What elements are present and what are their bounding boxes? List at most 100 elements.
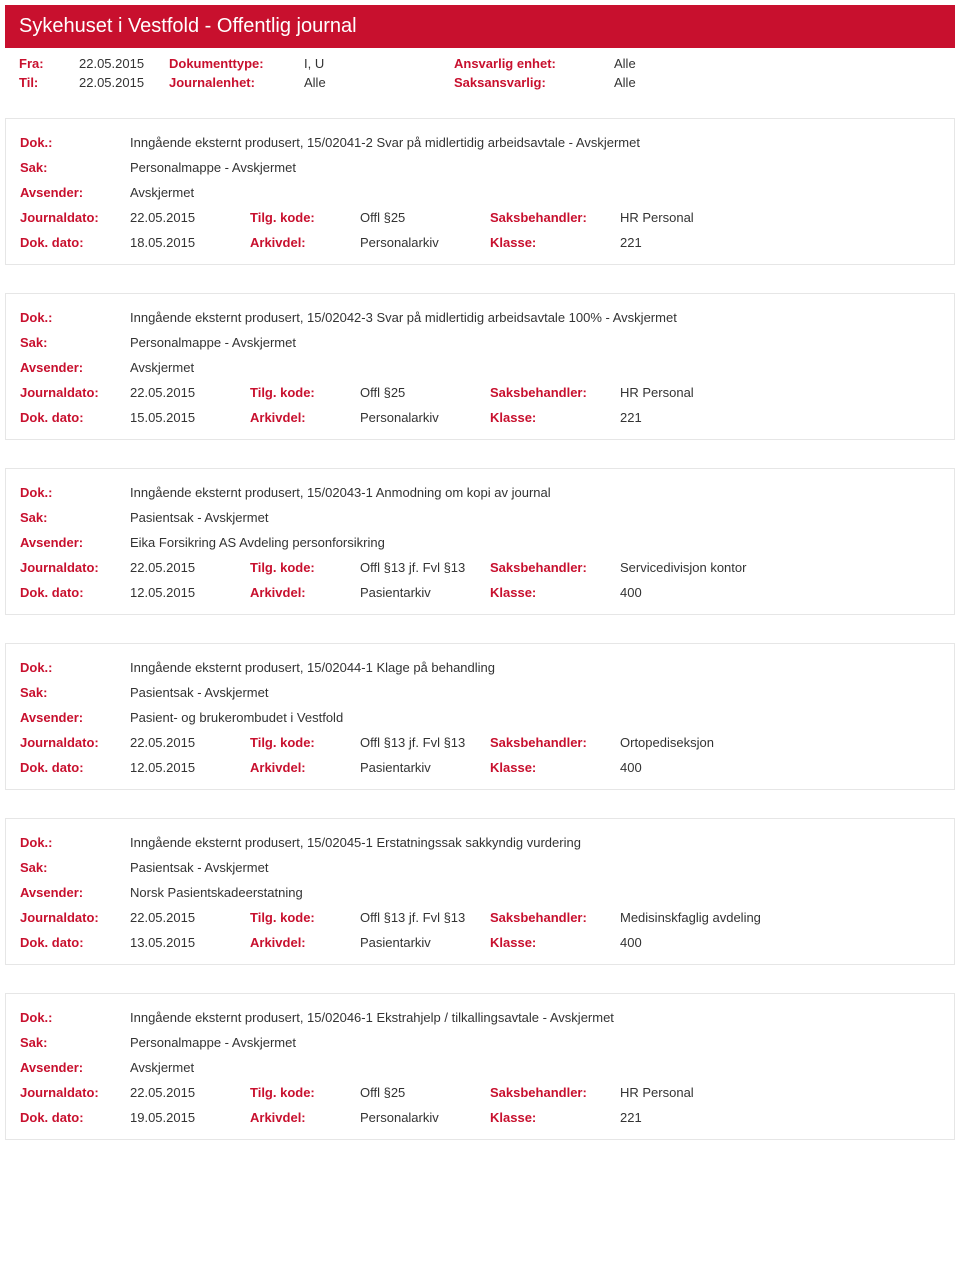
avsender-row: Avsender:Eika Forsikring AS Avdeling per… — [20, 535, 940, 550]
fra-value: 22.05.2015 — [79, 56, 169, 71]
tilgkode-value: Offl §25 — [360, 210, 490, 225]
avsender-value: Avskjermet — [130, 1060, 194, 1075]
klasse-value: 221 — [620, 235, 940, 250]
avsender-value: Avskjermet — [130, 185, 194, 200]
sak-value: Personalmappe - Avskjermet — [130, 1035, 296, 1050]
entries-container: Dok.:Inngående eksternt produsert, 15/02… — [0, 118, 960, 1140]
saksbehandler-label: Saksbehandler: — [490, 735, 620, 750]
arkivdel-value: Pasientarkiv — [360, 585, 490, 600]
meta-row-2: Til: 22.05.2015 Journalenhet: Alle Saksa… — [19, 75, 941, 90]
sak-row: Sak:Pasientsak - Avskjermet — [20, 510, 940, 525]
saksbehandler-value: Servicedivisjon kontor — [620, 560, 940, 575]
klasse-label: Klasse: — [490, 410, 620, 425]
journaldato-value: 22.05.2015 — [130, 910, 250, 925]
dok-row: Dok.:Inngående eksternt produsert, 15/02… — [20, 660, 940, 675]
dok-value: Inngående eksternt produsert, 15/02043-1… — [130, 485, 551, 500]
sak-label: Sak: — [20, 510, 130, 525]
saksbehandler-label: Saksbehandler: — [490, 1085, 620, 1100]
entry-bottom-row-1: Journaldato:22.05.2015Tilg. kode:Offl §1… — [20, 560, 940, 575]
arkivdel-value: Pasientarkiv — [360, 935, 490, 950]
dok-value: Inngående eksternt produsert, 15/02044-1… — [130, 660, 495, 675]
saksbehandler-value: HR Personal — [620, 1085, 940, 1100]
tilgkode-label: Tilg. kode: — [250, 910, 360, 925]
sak-label: Sak: — [20, 1035, 130, 1050]
tilgkode-label: Tilg. kode: — [250, 385, 360, 400]
dokdato-label: Dok. dato: — [20, 935, 130, 950]
avsender-row: Avsender:Avskjermet — [20, 185, 940, 200]
tilgkode-label: Tilg. kode: — [250, 1085, 360, 1100]
journaldato-value: 22.05.2015 — [130, 735, 250, 750]
entry-bottom-row-1: Journaldato:22.05.2015Tilg. kode:Offl §2… — [20, 385, 940, 400]
entry-bottom-row-2: Dok. dato:12.05.2015Arkivdel:Pasientarki… — [20, 585, 940, 600]
entry-bottom-row-2: Dok. dato:19.05.2015Arkivdel:Personalark… — [20, 1110, 940, 1125]
dok-label: Dok.: — [20, 835, 130, 850]
sak-value: Personalmappe - Avskjermet — [130, 335, 296, 350]
avsender-value: Eika Forsikring AS Avdeling personforsik… — [130, 535, 385, 550]
sak-label: Sak: — [20, 160, 130, 175]
sak-row: Sak:Pasientsak - Avskjermet — [20, 685, 940, 700]
dokdato-value: 15.05.2015 — [130, 410, 250, 425]
dok-label: Dok.: — [20, 1010, 130, 1025]
avsender-label: Avsender: — [20, 360, 130, 375]
arkivdel-label: Arkivdel: — [250, 935, 360, 950]
arkivdel-value: Personalarkiv — [360, 235, 490, 250]
sak-value: Pasientsak - Avskjermet — [130, 685, 268, 700]
journaldato-label: Journaldato: — [20, 1085, 130, 1100]
journal-entry: Dok.:Inngående eksternt produsert, 15/02… — [5, 643, 955, 790]
dok-row: Dok.:Inngående eksternt produsert, 15/02… — [20, 310, 940, 325]
journalenhet-label: Journalenhet: — [169, 75, 304, 90]
dok-label: Dok.: — [20, 660, 130, 675]
arkivdel-value: Personalarkiv — [360, 1110, 490, 1125]
journaldato-label: Journaldato: — [20, 385, 130, 400]
saksbehandler-label: Saksbehandler: — [490, 910, 620, 925]
tilgkode-value: Offl §13 jf. Fvl §13 — [360, 735, 490, 750]
dokdato-label: Dok. dato: — [20, 1110, 130, 1125]
avsender-label: Avsender: — [20, 185, 130, 200]
arkivdel-value: Personalarkiv — [360, 410, 490, 425]
avsender-value: Norsk Pasientskadeerstatning — [130, 885, 303, 900]
dokdato-value: 18.05.2015 — [130, 235, 250, 250]
sak-value: Pasientsak - Avskjermet — [130, 860, 268, 875]
sak-row: Sak:Personalmappe - Avskjermet — [20, 1035, 940, 1050]
avsender-label: Avsender: — [20, 1060, 130, 1075]
journal-entry: Dok.:Inngående eksternt produsert, 15/02… — [5, 993, 955, 1140]
journaldato-value: 22.05.2015 — [130, 560, 250, 575]
avsender-value: Pasient- og brukerombudet i Vestfold — [130, 710, 343, 725]
journal-entry: Dok.:Inngående eksternt produsert, 15/02… — [5, 468, 955, 615]
journaldato-label: Journaldato: — [20, 560, 130, 575]
dokdato-value: 12.05.2015 — [130, 585, 250, 600]
klasse-value: 400 — [620, 585, 940, 600]
dok-row: Dok.:Inngående eksternt produsert, 15/02… — [20, 1010, 940, 1025]
avsender-row: Avsender:Pasient- og brukerombudet i Ves… — [20, 710, 940, 725]
dokdato-value: 19.05.2015 — [130, 1110, 250, 1125]
saksbehandler-value: Ortopediseksjon — [620, 735, 940, 750]
journal-entry: Dok.:Inngående eksternt produsert, 15/02… — [5, 293, 955, 440]
saksbehandler-label: Saksbehandler: — [490, 385, 620, 400]
arkivdel-label: Arkivdel: — [250, 760, 360, 775]
arkivdel-value: Pasientarkiv — [360, 760, 490, 775]
saksbehandler-label: Saksbehandler: — [490, 560, 620, 575]
klasse-label: Klasse: — [490, 760, 620, 775]
journaldato-value: 22.05.2015 — [130, 385, 250, 400]
dok-row: Dok.:Inngående eksternt produsert, 15/02… — [20, 135, 940, 150]
arkivdel-label: Arkivdel: — [250, 410, 360, 425]
klasse-label: Klasse: — [490, 235, 620, 250]
journaldato-value: 22.05.2015 — [130, 210, 250, 225]
entry-bottom-row-2: Dok. dato:12.05.2015Arkivdel:Pasientarki… — [20, 760, 940, 775]
saksbehandler-value: Medisinskfaglig avdeling — [620, 910, 940, 925]
tilgkode-value: Offl §13 jf. Fvl §13 — [360, 910, 490, 925]
sak-value: Personalmappe - Avskjermet — [130, 160, 296, 175]
saksbehandler-value: HR Personal — [620, 385, 940, 400]
meta-row-1: Fra: 22.05.2015 Dokumenttype: I, U Ansva… — [19, 56, 941, 71]
page-title-banner: Sykehuset i Vestfold - Offentlig journal — [5, 5, 955, 48]
klasse-value: 400 — [620, 935, 940, 950]
page-title: Sykehuset i Vestfold - Offentlig journal — [19, 15, 357, 37]
dok-value: Inngående eksternt produsert, 15/02045-1… — [130, 835, 581, 850]
dok-row: Dok.:Inngående eksternt produsert, 15/02… — [20, 835, 940, 850]
dok-value: Inngående eksternt produsert, 15/02046-1… — [130, 1010, 614, 1025]
entry-bottom-row-1: Journaldato:22.05.2015Tilg. kode:Offl §2… — [20, 210, 940, 225]
ansvarlig-label: Ansvarlig enhet: — [454, 56, 614, 71]
entry-bottom-row-2: Dok. dato:15.05.2015Arkivdel:Personalark… — [20, 410, 940, 425]
avsender-label: Avsender: — [20, 710, 130, 725]
dok-label: Dok.: — [20, 135, 130, 150]
